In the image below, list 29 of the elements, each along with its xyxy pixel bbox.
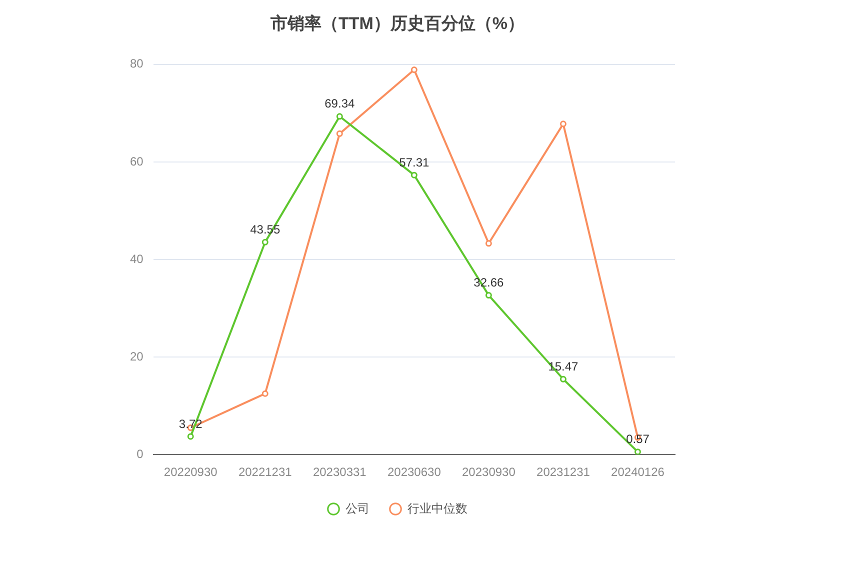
y-tick-label: 40 [130,252,144,266]
y-tick-label: 0 [136,446,144,461]
x-tick-label: 20240126 [611,465,665,480]
y-tick-label: 20 [130,349,144,364]
point [187,433,194,440]
point [485,240,492,247]
point [262,238,268,246]
point [560,120,566,128]
x-tick-label: 20221231 [238,465,292,480]
x-tick-label: 20230930 [462,465,516,480]
legend-label: 行业中位数 [408,501,468,516]
data-label: 57.31 [399,155,430,170]
point [336,113,343,120]
y-tick-label: 80 [130,56,144,71]
x-tick-label: 20230630 [387,465,442,480]
point [262,390,268,397]
data-label: 69.34 [324,96,355,111]
y-tick-label: 60 [130,154,144,168]
point [410,172,418,178]
point [410,66,418,74]
chart-title: 市销率（TTM）历史百分位（%） [269,14,525,33]
point [336,130,343,137]
legend-label: 公司 [346,501,370,516]
x-tick-label: 20230331 [312,465,367,480]
x-tick-label: 20231231 [536,465,590,480]
x-tick-label: 20220930 [164,465,218,480]
point [560,376,566,382]
point [634,448,641,455]
point [485,292,492,299]
